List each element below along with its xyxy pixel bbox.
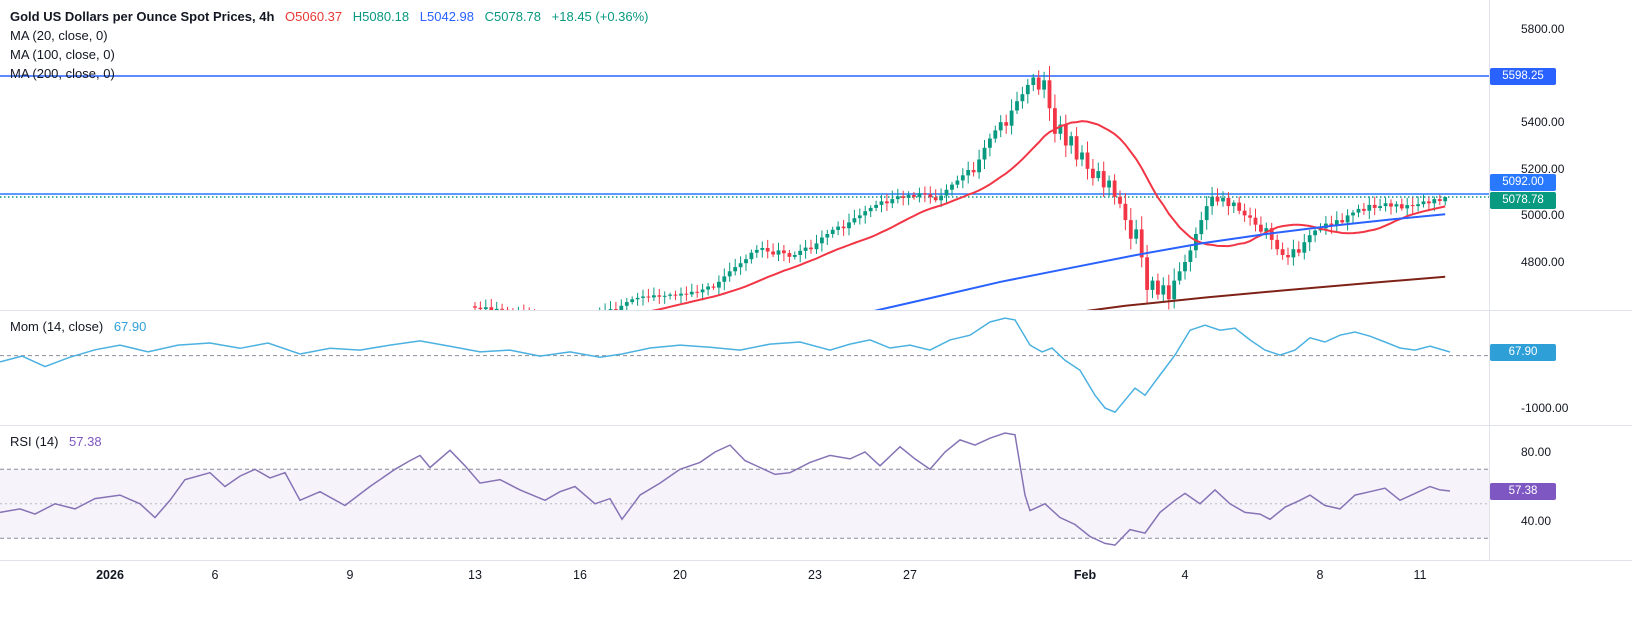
axis-price-badge: 57.38: [1490, 482, 1556, 500]
ma100-legend-row[interactable]: MA (100, close, 0): [10, 45, 656, 64]
time-axis-label: Feb: [1073, 568, 1097, 582]
time-axis-label: 16: [573, 568, 587, 582]
price-legend: Gold US Dollars per Ounce Spot Prices, 4…: [10, 7, 656, 83]
time-axis[interactable]: 2026 6 9 13 16 20 23 27 Feb 4 8 11: [0, 560, 1632, 596]
ma20-legend-row[interactable]: MA (20, close, 0): [10, 26, 656, 45]
rsi-label: RSI (14): [10, 434, 59, 449]
time-axis-label: 13: [468, 568, 482, 582]
axis-price-badge: 5598.25: [1490, 67, 1556, 85]
rsi-legend[interactable]: RSI (14) 57.38: [10, 432, 109, 451]
momentum-legend[interactable]: Mom (14, close) 67.90: [10, 317, 153, 336]
axis-tick-label: 5400.00: [1521, 115, 1565, 130]
axis-tick-label: 5800.00: [1521, 22, 1565, 36]
axis-tick-label: 40.00: [1521, 514, 1552, 528]
axis-price-badge: 5092.00: [1490, 173, 1556, 191]
time-axis-label: 4: [1181, 568, 1189, 582]
mom-label: Mom (14, close): [10, 319, 104, 334]
ohlc-high: H5080.18: [352, 9, 410, 24]
time-axis-label: 2026: [96, 568, 124, 582]
ohlc-low: L5042.98: [419, 9, 475, 24]
time-axis-label: 11: [1413, 568, 1427, 582]
time-axis-label: 9: [346, 568, 354, 582]
price-axis[interactable]: 5800.00 5400.00 5200.00 5000.00 4800.00 -1000…: [1489, 0, 1632, 560]
mom-value: 67.90: [113, 319, 147, 334]
axis-tick-label: 5200.00: [1521, 161, 1565, 176]
chart-title: Gold US Dollars per Ounce Spot Prices, 4…: [10, 9, 275, 24]
ma20-label: MA (20, close, 0): [10, 28, 108, 43]
time-axis-label: 23: [808, 568, 822, 582]
time-axis-label: 8: [1316, 568, 1324, 582]
time-axis-label: 27: [903, 568, 917, 582]
axis-tick-label: 80.00: [1521, 445, 1552, 459]
rsi-value: 57.38: [69, 434, 102, 449]
ohlc-close: C5078.78: [484, 9, 542, 24]
time-axis-label: 20: [673, 568, 687, 582]
axis-tick-label: -1000.00: [1521, 401, 1569, 415]
axis-tick-label: 5000.00: [1521, 208, 1565, 223]
time-axis-label: 6: [211, 568, 219, 582]
ohlc-change: +18.45 (+0.36%): [551, 9, 649, 24]
axis-tick-label: 4800.00: [1521, 255, 1565, 269]
ma200-label: MA (200, close, 0): [10, 66, 115, 81]
axis-price-badge: 5078.78: [1490, 191, 1556, 209]
ma100-label: MA (100, close, 0): [10, 47, 115, 62]
axis-price-badge: 67.90: [1490, 343, 1556, 361]
symbol-title-row[interactable]: Gold US Dollars per Ounce Spot Prices, 4…: [10, 7, 656, 26]
ohlc-open: O5060.37: [285, 9, 343, 24]
ma200-legend-row[interactable]: MA (200, close, 0): [10, 64, 656, 83]
